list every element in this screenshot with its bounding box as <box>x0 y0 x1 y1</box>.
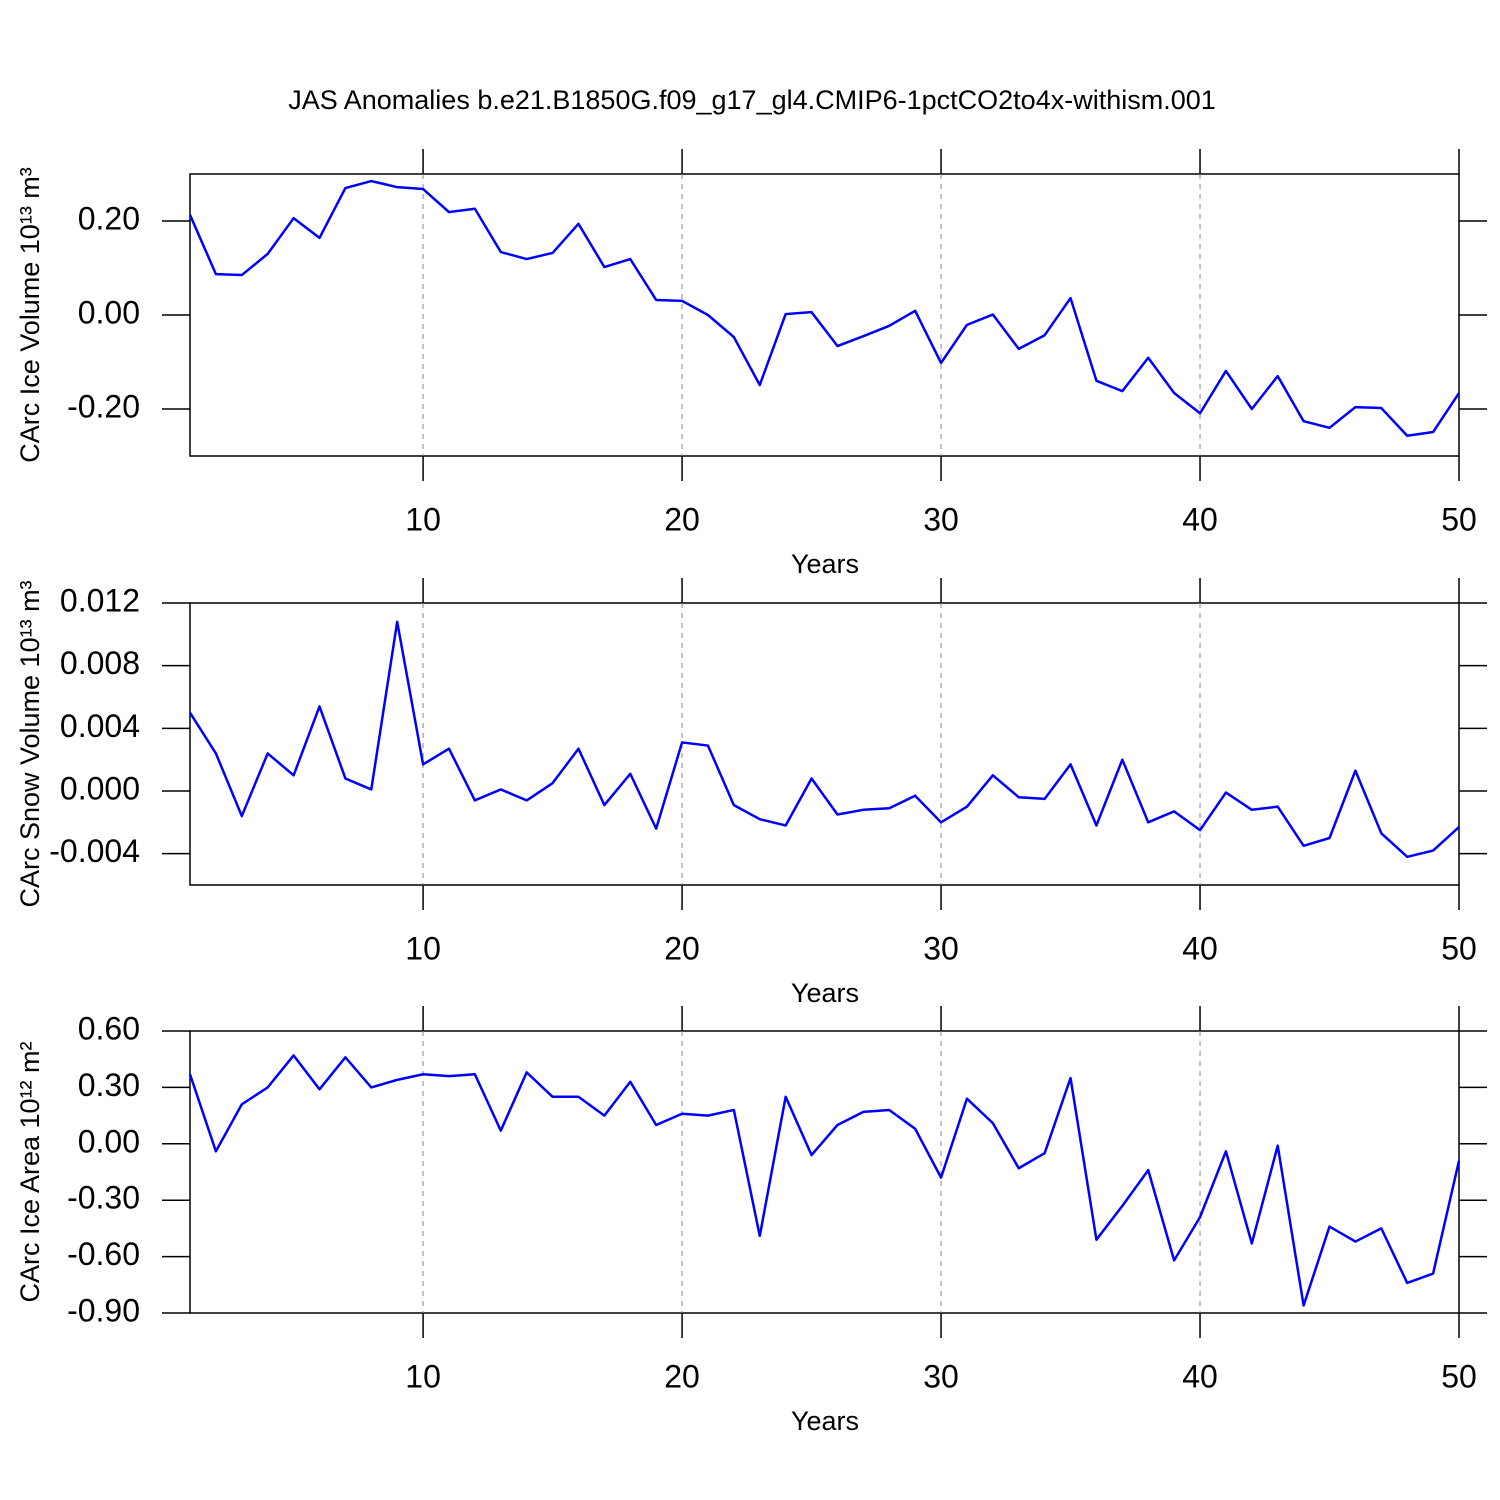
y-axis-label: CArc Ice Area 10¹² m² <box>15 1041 45 1302</box>
x-tick-label: 40 <box>1182 501 1218 537</box>
x-tick-label: 20 <box>664 1358 700 1394</box>
y-tick-label: 0.00 <box>78 1123 140 1159</box>
data-line <box>188 179 1461 438</box>
x-tick-label: 10 <box>405 501 441 537</box>
y-tick-label: 0.012 <box>60 582 140 618</box>
y-tick-label: 0.20 <box>78 200 140 236</box>
x-tick-label: 10 <box>405 930 441 966</box>
x-tick-label: 40 <box>1182 1358 1218 1394</box>
x-tick-label: 40 <box>1182 930 1218 966</box>
y-tick-label: -0.60 <box>67 1236 140 1272</box>
y-tick-label: -0.30 <box>67 1180 140 1216</box>
y-tick-label: 0.000 <box>60 770 140 806</box>
x-tick-label: 30 <box>923 501 959 537</box>
y-tick-label: 0.30 <box>78 1067 140 1103</box>
x-tick-label: 30 <box>923 1358 959 1394</box>
x-tick-label: 50 <box>1441 1358 1477 1394</box>
y-tick-label: -0.004 <box>49 833 140 869</box>
y-tick-label: 0.00 <box>78 294 140 330</box>
plot-frame <box>189 1030 1460 1314</box>
data-line <box>188 620 1460 859</box>
x-tick-label: 50 <box>1441 930 1477 966</box>
y-axis-label: CArc Snow Volume 10¹³ m³ <box>15 580 45 907</box>
data-line <box>188 1054 1461 1307</box>
x-axis-label: Years <box>791 978 859 1008</box>
plot-frame <box>189 173 1460 457</box>
x-axis-label: Years <box>791 549 859 579</box>
x-tick-label: 20 <box>664 501 700 537</box>
y-tick-label: 0.60 <box>78 1010 140 1046</box>
x-axis-label: Years <box>791 1406 859 1436</box>
x-tick-label: 20 <box>664 930 700 966</box>
y-tick-label: -0.20 <box>67 388 140 424</box>
x-tick-label: 10 <box>405 1358 441 1394</box>
y-tick-label: -0.90 <box>67 1292 140 1328</box>
chart-title: JAS Anomalies b.e21.B1850G.f09_g17_gl4.C… <box>288 85 1216 115</box>
y-axis-label: CArc Ice Volume 10¹³ m³ <box>15 167 45 463</box>
y-tick-label: 0.008 <box>60 645 140 681</box>
y-tick-label: 0.004 <box>60 708 140 744</box>
x-tick-label: 30 <box>923 930 959 966</box>
plot-frame <box>189 602 1460 886</box>
x-tick-label: 50 <box>1441 501 1477 537</box>
